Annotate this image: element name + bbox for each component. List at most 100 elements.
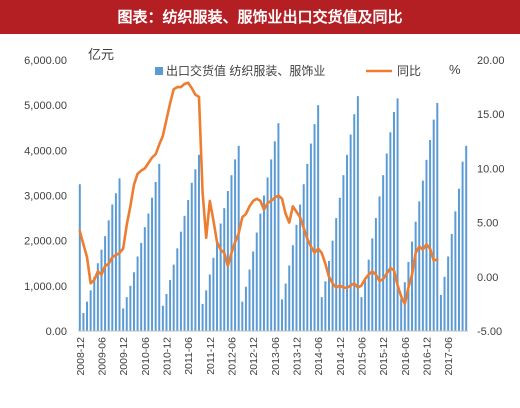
bar <box>129 285 132 331</box>
bar <box>208 274 211 331</box>
bar <box>273 141 276 331</box>
bar <box>205 290 208 331</box>
bar <box>140 242 143 331</box>
bar <box>421 180 424 331</box>
right-tick-label: 10.00 <box>477 163 505 175</box>
bar <box>93 276 96 331</box>
right-axis-unit: % <box>449 62 461 77</box>
bar <box>132 272 135 331</box>
bar <box>443 276 446 331</box>
bar-series <box>78 96 468 332</box>
yoy-line <box>78 81 439 306</box>
bar <box>237 145 240 331</box>
bar <box>111 204 114 331</box>
bar <box>407 261 410 331</box>
bar <box>107 220 110 331</box>
bar <box>353 114 356 331</box>
legend-bar-label: 出口交货值 纺织服装、服饰业 <box>166 63 325 78</box>
bar <box>418 201 421 331</box>
bar <box>439 294 442 331</box>
bar <box>346 154 349 331</box>
bar <box>118 178 121 331</box>
bar <box>266 177 269 331</box>
right-tick-label: 15.00 <box>477 109 505 121</box>
x-axis: 2008-12 2009-06 2009-12 2010-06 2010-12 2011-… <box>75 330 468 376</box>
bar <box>291 245 294 331</box>
x-tick-label: 2014-06 <box>313 337 325 376</box>
x-tick-label: 2012-06 <box>226 337 238 376</box>
bar <box>161 305 164 331</box>
bar <box>335 218 338 331</box>
bar <box>302 184 305 331</box>
bar <box>295 224 298 331</box>
bar <box>429 139 432 331</box>
bar <box>324 281 327 331</box>
bar <box>86 301 89 331</box>
right-tick-label: 20.00 <box>477 55 505 67</box>
legend: 出口交货值 纺织服装、服饰业 同比 <box>155 63 421 78</box>
x-tick-label: 2013-06 <box>270 337 282 376</box>
bar <box>190 182 193 331</box>
x-tick-label: 2012-12 <box>248 337 260 376</box>
bar <box>212 257 215 331</box>
bar <box>360 297 363 332</box>
bar <box>262 195 265 331</box>
x-tick-label: 2011-06 <box>183 337 195 375</box>
legend-line-label: 同比 <box>397 64 421 78</box>
bar <box>331 240 334 331</box>
bar <box>147 213 150 331</box>
left-tick-label: 5,000.00 <box>24 100 67 112</box>
x-tick-label: 2010-12 <box>161 337 173 376</box>
bar <box>179 231 182 331</box>
bar <box>96 263 99 331</box>
bar <box>450 233 453 331</box>
bar <box>281 299 284 331</box>
left-tick-label: 1,000.00 <box>24 281 67 293</box>
bar <box>284 283 287 331</box>
bar <box>320 297 323 332</box>
bar <box>197 154 200 331</box>
bar <box>306 163 309 331</box>
bar <box>454 211 457 331</box>
bar <box>136 256 139 331</box>
bar <box>154 181 157 331</box>
bar <box>82 312 85 331</box>
bar <box>78 184 81 331</box>
bar <box>313 124 316 331</box>
bar <box>327 260 330 331</box>
x-tick-label: 2010-06 <box>140 337 152 376</box>
bar <box>403 282 406 331</box>
x-tick-label: 2016-12 <box>421 337 433 376</box>
bar <box>270 159 273 331</box>
bar <box>125 297 128 332</box>
bar <box>194 169 197 331</box>
bar <box>317 105 320 331</box>
bar <box>436 102 439 331</box>
left-tick-label: 3,000.00 <box>24 191 67 203</box>
bar <box>378 196 381 331</box>
left-axis-unit: 亿元 <box>88 47 114 62</box>
bar <box>216 240 219 331</box>
bar <box>165 293 168 331</box>
bar <box>89 290 92 331</box>
bar <box>342 175 345 331</box>
bar <box>364 280 367 331</box>
left-tick-label: 2,000.00 <box>24 236 67 248</box>
bar <box>104 236 107 331</box>
bar <box>338 197 341 331</box>
bar <box>187 200 190 331</box>
bar <box>457 188 460 331</box>
bar <box>223 208 226 331</box>
bar <box>201 303 204 331</box>
x-tick-label: 2017-06 <box>443 337 455 376</box>
bar <box>226 190 229 331</box>
bar <box>288 265 291 331</box>
bar <box>252 251 255 331</box>
bar <box>176 248 179 331</box>
bar <box>248 269 251 331</box>
right-axis: -5.00 0.00 5.00 10.00 15.00 20.00 <box>477 55 505 338</box>
x-tick-label: 2015-12 <box>378 337 390 376</box>
bar <box>382 175 385 331</box>
bar <box>169 279 172 331</box>
bar <box>114 193 117 331</box>
